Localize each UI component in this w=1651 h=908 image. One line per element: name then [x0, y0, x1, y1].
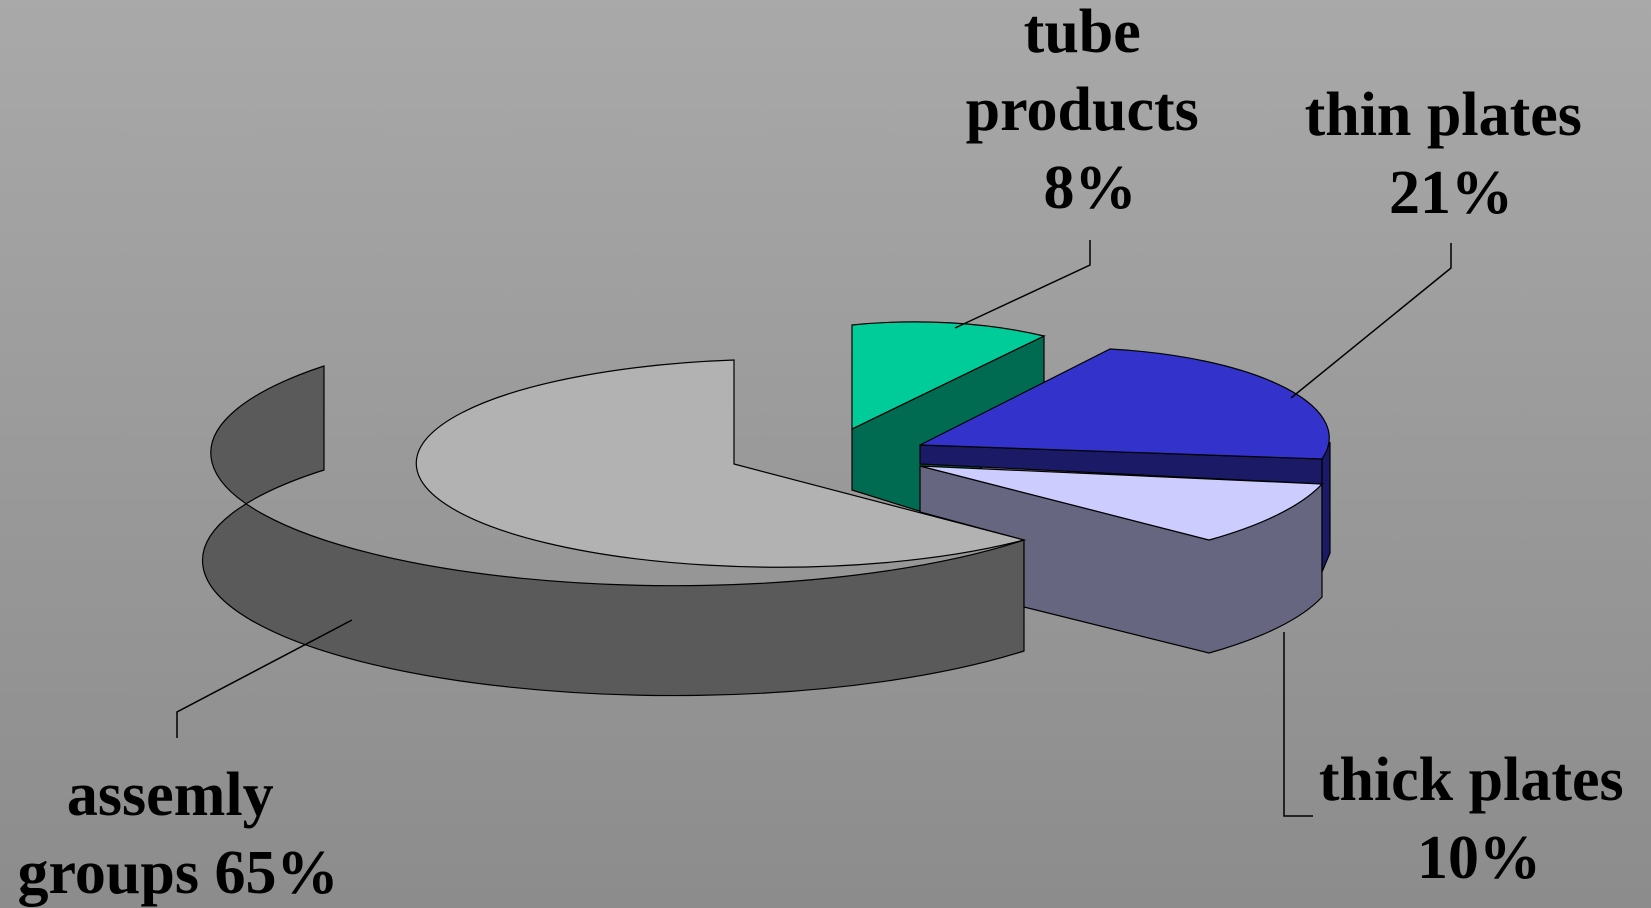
thick-plates-label: thick plates 10% — [1319, 746, 1639, 892]
thin-plates-slice-rim — [1321, 441, 1331, 573]
thick-plates-leader — [1283, 632, 1313, 817]
thin-plates-slice — [919, 348, 1330, 460]
thick-plates-slice — [919, 465, 1324, 541]
leader-lines — [176, 240, 1452, 817]
thin-plates-label: thin plates 21% — [1305, 81, 1598, 227]
assembly-groups-leader — [176, 619, 353, 738]
assembly-groups-label: assemly groups 65% — [18, 761, 339, 907]
tube-products-label: tube products 8% — [966, 0, 1215, 222]
tube-products-leader — [954, 240, 1091, 329]
assembly-groups-slice-side — [201, 365, 1025, 697]
assembly-groups-slice — [415, 359, 1027, 568]
data-labels: tube products 8% thin plates 21% thick p… — [18, 0, 1639, 907]
pie-slice-sides — [201, 335, 1331, 697]
pie-slice-tops — [415, 321, 1330, 568]
thin-plates-leader — [1290, 243, 1452, 399]
